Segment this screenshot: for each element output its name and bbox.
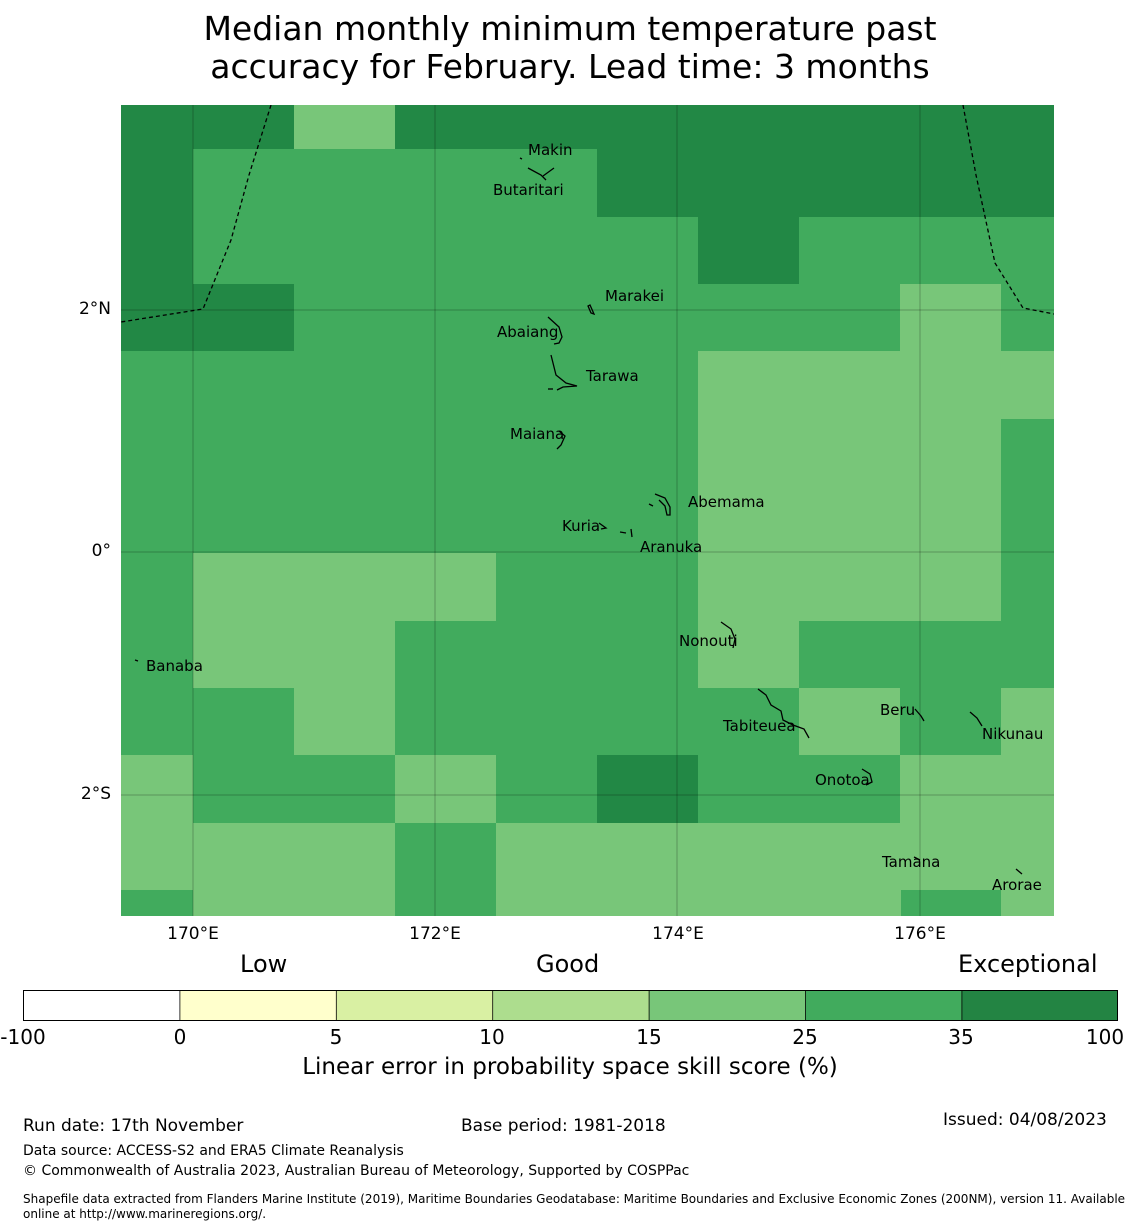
lon-tick: 174°E	[652, 924, 704, 944]
dark-cells	[121, 105, 1054, 823]
colorbar-tick: 100	[1085, 1025, 1125, 1049]
colorbar-tick: 0	[173, 1025, 187, 1049]
skill-map: Makin Butaritari Marakei Abaiang Tarawa …	[121, 105, 1054, 916]
shapefile-credit: Shapefile data extracted from Flanders M…	[23, 1192, 1126, 1221]
copyright: © Commonwealth of Australia 2023, Austra…	[23, 1163, 690, 1179]
title-line-2: accuracy for February. Lead time: 3 mont…	[210, 47, 930, 86]
colorbar-tick: -100	[0, 1025, 46, 1049]
lon-tick: 176°E	[894, 924, 946, 944]
place-label: Kuria	[562, 517, 600, 535]
colorbar	[23, 990, 1118, 1021]
eez-boundary	[121, 105, 1054, 323]
colorbar-segment	[649, 990, 806, 1021]
colorbar-segment	[23, 990, 180, 1021]
lat-tick: 2°S	[80, 784, 111, 804]
place-label: Makin	[528, 141, 573, 159]
colorbar-segment	[179, 990, 337, 1021]
base-period: Base period: 1981-2018	[461, 1116, 666, 1136]
place-label: Aranuka	[640, 538, 702, 556]
data-source: Data source: ACCESS-S2 and ERA5 Climate …	[23, 1143, 404, 1159]
place-labels: Makin Butaritari Marakei Abaiang Tarawa …	[146, 141, 1043, 894]
place-label: Tamana	[881, 853, 940, 871]
colorbar-segment	[805, 990, 962, 1021]
place-label: Tabiteuea	[722, 717, 796, 735]
lon-tick: 172°E	[409, 924, 461, 944]
place-label: Nonouti	[679, 632, 738, 650]
place-label: Marakei	[605, 287, 664, 305]
colorbar-tick: 5	[329, 1025, 343, 1049]
colorbar-word-exceptional: Exceptional	[958, 950, 1098, 978]
colorbar-tick: 15	[636, 1025, 662, 1049]
place-label: Banaba	[146, 657, 203, 675]
colorbar-tick: 35	[948, 1025, 974, 1049]
place-label: Beru	[880, 701, 915, 719]
place-label: Maiana	[510, 425, 564, 443]
lat-tick: 0°	[91, 541, 111, 561]
graticule	[121, 105, 1054, 916]
place-label: Onotoa	[815, 771, 870, 789]
place-label: Arorae	[992, 876, 1042, 894]
colorbar-word-low: Low	[240, 950, 288, 978]
island-outlines	[134, 157, 1023, 875]
title-line-1: Median monthly minimum temperature past	[203, 9, 937, 48]
run-date: Run date: 17th November	[23, 1116, 244, 1136]
place-label: Abemama	[688, 493, 765, 511]
colorbar-segment	[492, 990, 650, 1021]
place-label: Tarawa	[585, 367, 639, 385]
issued-date: Issued: 04/08/2023	[943, 1110, 1107, 1130]
light-cells	[121, 105, 1054, 916]
place-label: Butaritari	[493, 181, 564, 199]
colorbar-tick: 25	[792, 1025, 818, 1049]
lon-tick: 170°E	[167, 924, 219, 944]
colorbar-segment	[336, 990, 493, 1021]
chart-title: Median monthly minimum temperature past …	[0, 10, 1140, 86]
colorbar-label: Linear error in probability space skill …	[302, 1054, 838, 1080]
lat-tick: 2°N	[78, 299, 111, 319]
colorbar-segment	[961, 990, 1118, 1021]
place-label: Abaiang	[497, 323, 558, 341]
colorbar-tick: 10	[479, 1025, 505, 1049]
place-label: Nikunau	[982, 725, 1043, 743]
colorbar-word-good: Good	[536, 950, 600, 978]
